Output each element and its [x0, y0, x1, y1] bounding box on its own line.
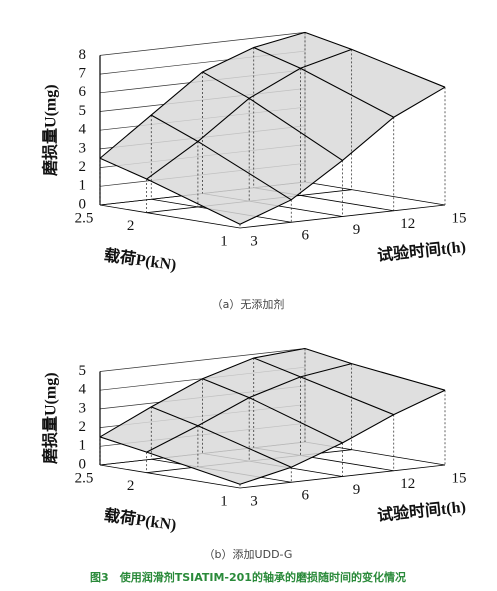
z-tick-label: 0 [79, 456, 87, 472]
z-tick-label: 3 [79, 140, 87, 156]
x-axis-label: 试验时间t(h) [376, 237, 466, 265]
x-tick-label: 12 [400, 216, 415, 232]
back-grid-line [99, 348, 306, 372]
z-tick-label: 2 [79, 159, 87, 175]
surface-patch [202, 357, 301, 398]
floor-grid-line [304, 181, 446, 206]
surface-line [151, 406, 292, 468]
x-tick-label: 3 [250, 233, 258, 249]
z-tick-label: 6 [79, 84, 87, 100]
surface-patch [253, 32, 352, 69]
surface-patch [249, 68, 394, 161]
y-tick-label: 2 [127, 478, 135, 494]
surface-line [202, 378, 343, 444]
z-tick-label: 1 [79, 178, 87, 194]
x-tick-label: 6 [302, 228, 310, 244]
x-tick-label: 15 [452, 470, 467, 486]
surface-patch [151, 71, 250, 142]
z-tick-label: 7 [79, 66, 87, 82]
surface-line [99, 157, 241, 225]
x-tick-label: 15 [452, 210, 467, 226]
figure-caption: 图3 使用润滑剂TSIATIM-201的轴承的磨损随时间的变化情况 [90, 570, 406, 584]
surface-line [253, 357, 394, 416]
surface-patch [300, 49, 445, 118]
z-axis-label: 磨损量U(mg) [41, 84, 60, 176]
surface-patch [100, 406, 198, 453]
floor-grid-line [99, 464, 241, 489]
surface-patch [300, 363, 445, 415]
surface-patch [197, 98, 343, 200]
surface-patch [197, 397, 343, 468]
z-tick-label: 4 [79, 122, 87, 138]
y-axis-label: 载荷P(kN) [103, 506, 178, 534]
z-tick-label: 2 [79, 419, 87, 435]
surface-line [99, 436, 241, 485]
z-tick-label: 8 [79, 47, 87, 63]
y-tick-label: 2.5 [75, 210, 94, 226]
x-tick-label: 9 [353, 482, 361, 498]
surface-line [202, 71, 343, 161]
surface-patch [151, 378, 250, 426]
subcaption: （a）无添加剂 [212, 297, 285, 311]
subcaption: （b）添加UDD-G [204, 547, 293, 561]
surface-patch [146, 141, 292, 225]
surface-line [150, 114, 292, 201]
z-axis-label: 磨损量U(mg) [41, 372, 60, 464]
z-tick-label: 5 [79, 363, 87, 379]
z-tick-label: 4 [79, 382, 87, 398]
surface-line [253, 46, 395, 118]
surface-patch [146, 425, 292, 485]
back-grid-line [99, 32, 306, 56]
x-axis-label: 试验时间t(h) [376, 497, 466, 525]
y-tick-label: 2.5 [75, 470, 94, 486]
surface-patch [100, 115, 198, 180]
z-tick-label: 0 [79, 196, 87, 212]
surface-line [304, 347, 446, 391]
z-tick-label: 5 [79, 103, 87, 119]
floor-grid-line [99, 204, 241, 229]
z-tick-label: 1 [79, 438, 87, 454]
surface-line [304, 31, 446, 88]
surface-patch [249, 376, 394, 443]
z-tick-label: 3 [79, 400, 87, 416]
y-tick-label: 1 [220, 233, 228, 249]
x-tick-label: 3 [250, 493, 258, 509]
y-axis-label: 载荷P(kN) [103, 246, 178, 274]
x-tick-label: 12 [400, 476, 415, 492]
y-tick-label: 2 [127, 218, 135, 234]
x-tick-label: 6 [302, 488, 310, 504]
y-tick-label: 1 [220, 493, 228, 509]
x-tick-label: 9 [353, 222, 361, 238]
